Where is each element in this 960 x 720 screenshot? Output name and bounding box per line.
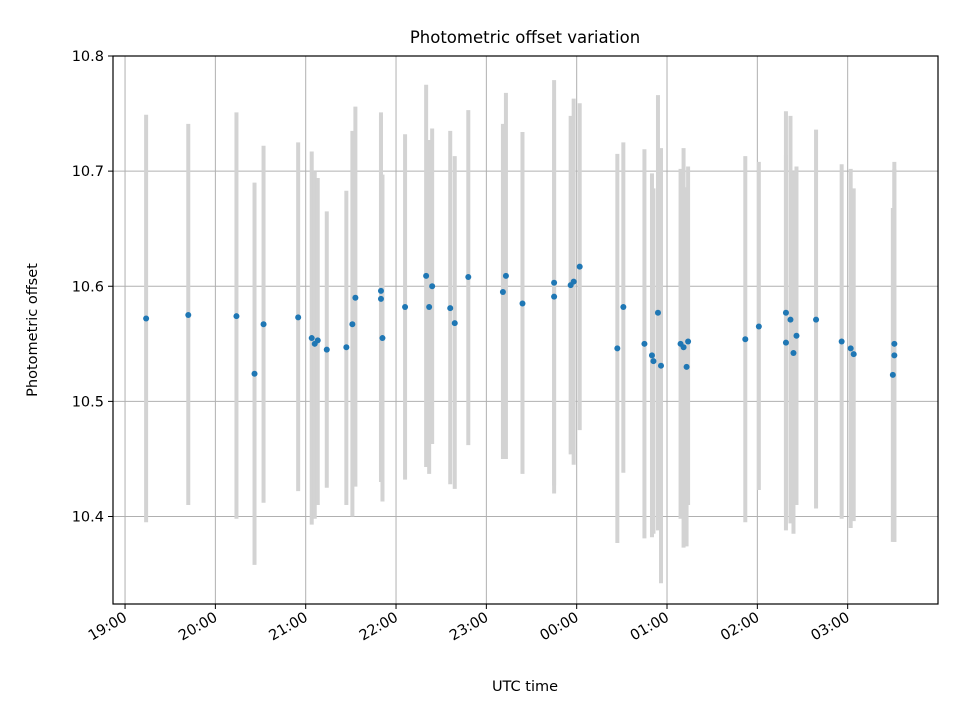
data-point xyxy=(402,303,409,310)
data-point xyxy=(648,352,655,359)
data-point xyxy=(576,263,583,270)
chart-title: Photometric offset variation xyxy=(410,28,640,47)
data-point xyxy=(782,339,789,346)
data-point xyxy=(614,345,621,352)
data-point xyxy=(379,335,386,342)
y-tick-label: 10.6 xyxy=(72,279,104,295)
data-point xyxy=(502,272,509,279)
data-point xyxy=(519,300,526,307)
data-point xyxy=(680,344,687,351)
data-point xyxy=(793,332,800,339)
data-point xyxy=(891,352,898,359)
data-point xyxy=(891,340,898,347)
data-point xyxy=(641,340,648,347)
data-point xyxy=(323,346,330,353)
data-point xyxy=(451,320,458,327)
data-point xyxy=(838,338,845,345)
data-point xyxy=(426,303,433,310)
data-point xyxy=(551,293,558,300)
data-point xyxy=(343,344,350,351)
y-tick-label: 10.5 xyxy=(72,394,104,410)
data-point xyxy=(377,295,384,302)
data-point xyxy=(654,309,661,316)
data-point xyxy=(889,371,896,378)
data-point xyxy=(657,362,664,369)
data-point xyxy=(787,316,794,323)
data-points xyxy=(143,263,898,378)
data-point xyxy=(352,294,359,301)
data-point xyxy=(685,338,692,345)
data-point xyxy=(742,336,749,343)
data-point xyxy=(308,335,315,342)
data-point xyxy=(233,313,240,320)
data-point xyxy=(620,303,627,310)
data-point xyxy=(377,287,384,294)
data-point xyxy=(314,337,321,344)
y-tick-label: 10.4 xyxy=(72,510,104,526)
x-axis-label: UTC time xyxy=(492,679,558,695)
data-point xyxy=(295,314,302,321)
data-point xyxy=(650,358,657,365)
data-point xyxy=(251,370,258,377)
data-point xyxy=(143,315,150,322)
y-axis-ticks: 10.4 10.5 10.6 10.7 10.8 xyxy=(72,49,113,526)
y-tick-label: 10.7 xyxy=(72,164,104,180)
data-point xyxy=(465,274,472,281)
data-point xyxy=(349,321,356,328)
y-axis-label: Photometric offset xyxy=(25,263,41,397)
data-point xyxy=(570,278,577,285)
data-point xyxy=(850,351,857,358)
data-point xyxy=(790,350,797,357)
data-point xyxy=(499,289,506,296)
data-point xyxy=(551,279,558,286)
data-point xyxy=(755,323,762,330)
data-point xyxy=(423,272,430,279)
data-point xyxy=(847,345,854,352)
data-point xyxy=(429,283,436,290)
data-point xyxy=(185,312,192,319)
data-point xyxy=(813,316,820,323)
data-point xyxy=(260,321,267,328)
data-point xyxy=(683,363,690,370)
plot-frame xyxy=(112,55,939,605)
y-tick-label: 10.8 xyxy=(72,49,104,65)
data-point xyxy=(782,309,789,316)
data-point xyxy=(447,305,454,312)
